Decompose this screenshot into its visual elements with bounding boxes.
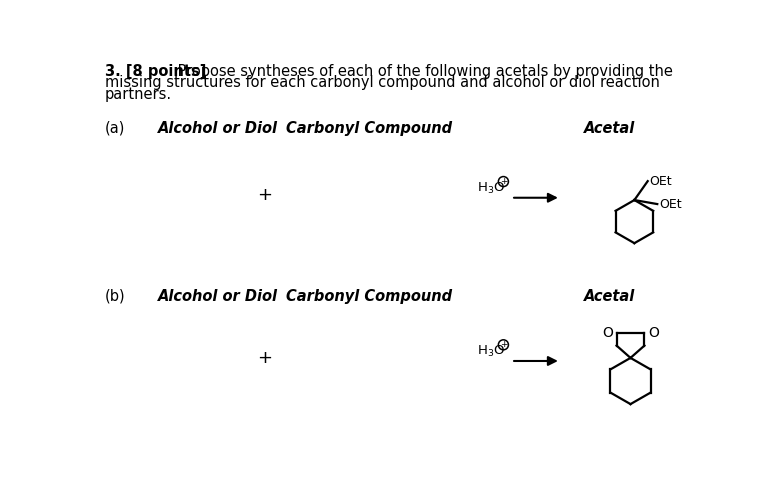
Text: 3. [8 points]: 3. [8 points] xyxy=(105,64,206,79)
Text: Alcohol or Diol: Alcohol or Diol xyxy=(158,121,278,136)
Text: Alcohol or Diol: Alcohol or Diol xyxy=(158,288,278,304)
Text: (a): (a) xyxy=(105,121,126,136)
Text: Propose syntheses of each of the following acetals by providing the: Propose syntheses of each of the followi… xyxy=(173,64,673,79)
Text: O: O xyxy=(648,326,660,340)
Text: +: + xyxy=(257,186,272,204)
Text: H$_3$O: H$_3$O xyxy=(477,181,505,196)
Text: H$_3$O: H$_3$O xyxy=(477,344,505,360)
Text: Acetal: Acetal xyxy=(584,121,635,136)
Text: O: O xyxy=(602,326,613,340)
Text: Carbonyl Compound: Carbonyl Compound xyxy=(286,288,452,304)
Text: missing structures for each carbonyl compound and alcohol or diol reaction: missing structures for each carbonyl com… xyxy=(105,75,660,90)
Text: +: + xyxy=(499,177,507,186)
Text: (b): (b) xyxy=(105,288,126,304)
Text: Acetal: Acetal xyxy=(584,288,635,304)
Text: partners.: partners. xyxy=(105,87,172,102)
Text: +: + xyxy=(257,349,272,367)
Text: OEt: OEt xyxy=(650,175,672,188)
Text: +: + xyxy=(499,340,507,349)
Text: OEt: OEt xyxy=(659,198,682,211)
Text: Carbonyl Compound: Carbonyl Compound xyxy=(286,121,452,136)
